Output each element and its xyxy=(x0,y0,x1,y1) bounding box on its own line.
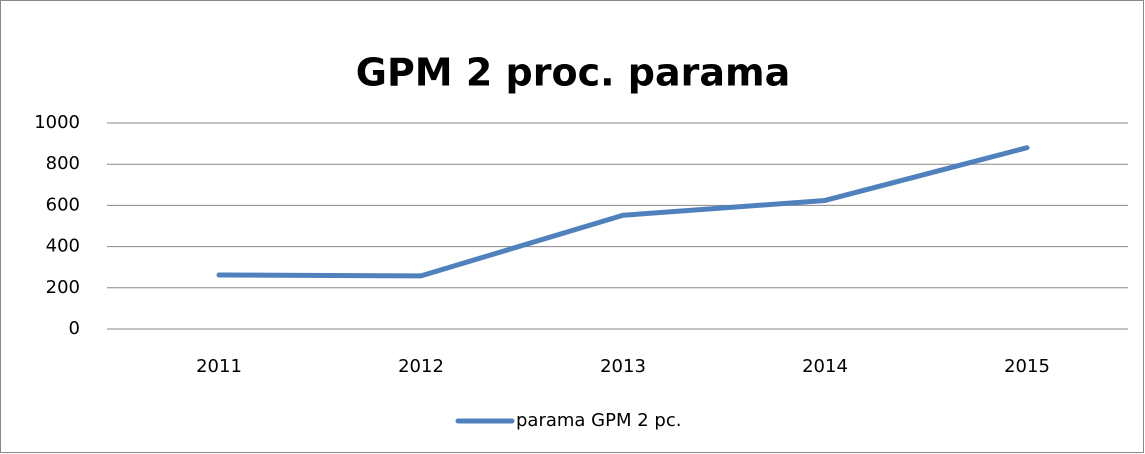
y-tick-label: 0 xyxy=(69,318,80,339)
y-tick-label: 200 xyxy=(46,277,80,298)
legend-label: parama GPM 2 pc. xyxy=(516,410,681,431)
y-tick-label: 800 xyxy=(46,153,80,174)
x-tick-label: 2015 xyxy=(1004,356,1050,377)
y-tick-label: 400 xyxy=(46,236,80,257)
x-tick-label: 2012 xyxy=(398,356,444,377)
y-tick-label: 1000 xyxy=(34,112,80,133)
x-tick-label: 2014 xyxy=(802,356,848,377)
data-line xyxy=(216,145,1030,279)
x-tick-label: 2011 xyxy=(196,356,242,377)
y-tick-label: 600 xyxy=(46,194,80,215)
chart-title: GPM 2 proc. parama xyxy=(356,51,790,95)
x-tick-label: 2013 xyxy=(600,356,646,377)
